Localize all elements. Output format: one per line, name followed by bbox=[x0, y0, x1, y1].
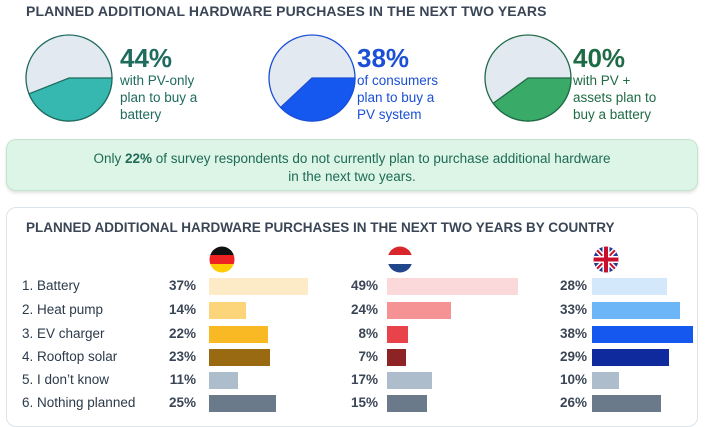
bar bbox=[209, 395, 276, 412]
pie-slice bbox=[28, 77, 113, 122]
bar bbox=[387, 278, 518, 295]
category-label: 2. Heat pump bbox=[22, 302, 104, 317]
stat-value: 44% bbox=[120, 43, 173, 73]
pie-slice bbox=[279, 77, 356, 122]
bar bbox=[387, 349, 406, 366]
value-label: 8% bbox=[358, 326, 378, 341]
stat-line: with PV-only bbox=[120, 73, 195, 88]
value-label: 29% bbox=[559, 349, 587, 364]
stat-line: battery bbox=[120, 107, 162, 122]
stat-line: of consumers bbox=[357, 73, 439, 88]
value-label: 33% bbox=[559, 302, 587, 317]
value-label: 24% bbox=[350, 302, 378, 317]
uk-flag bbox=[593, 246, 619, 273]
bar bbox=[387, 302, 452, 319]
stat-line: with PV + bbox=[573, 73, 631, 88]
value-label: 15% bbox=[350, 395, 378, 410]
stat-value: 40% bbox=[573, 43, 626, 73]
bar bbox=[209, 372, 239, 389]
bar bbox=[592, 326, 694, 343]
category-label: 6. Nothing planned bbox=[22, 395, 136, 410]
stat-text: 44% with PV-only plan to buy a battery bbox=[120, 44, 197, 123]
pie-slice bbox=[492, 77, 572, 122]
bar bbox=[592, 372, 619, 389]
category-label: 1. Battery bbox=[22, 278, 80, 293]
stat-line: assets plan to bbox=[573, 90, 657, 105]
value-label: 37% bbox=[168, 278, 196, 293]
stat-line: plan to buy a bbox=[120, 90, 198, 105]
bar bbox=[209, 326, 268, 343]
netherlands-flag bbox=[387, 246, 413, 273]
stat-value: 38% bbox=[357, 43, 410, 73]
value-label: 11% bbox=[169, 372, 196, 387]
bar bbox=[209, 349, 271, 366]
pie-chart bbox=[484, 34, 572, 122]
bar bbox=[209, 278, 308, 295]
value-label: 7% bbox=[358, 349, 378, 364]
bar bbox=[387, 372, 433, 389]
value-label: 17% bbox=[350, 372, 378, 387]
bar bbox=[592, 395, 662, 412]
germany-flag bbox=[209, 246, 235, 273]
value-label: 26% bbox=[559, 395, 587, 410]
pie-chart bbox=[268, 34, 356, 122]
value-label: 22% bbox=[168, 326, 196, 341]
bar bbox=[387, 326, 409, 343]
bar bbox=[592, 349, 670, 366]
stat-text: 38% of consumers plan to buy a PV system bbox=[357, 44, 438, 123]
bar bbox=[592, 278, 667, 295]
value-label: 28% bbox=[559, 278, 587, 293]
summary-note: Only 22% of survey respondents do not cu… bbox=[6, 139, 698, 191]
value-label: 14% bbox=[168, 302, 196, 317]
bar bbox=[592, 302, 681, 319]
value-label: 23% bbox=[168, 349, 196, 364]
value-label: 10% bbox=[559, 372, 587, 387]
value-label: 25% bbox=[168, 395, 196, 410]
category-label: 3. EV charger bbox=[22, 326, 105, 341]
page-title: PLANNED ADDITIONAL HARDWARE PURCHASES IN… bbox=[26, 3, 547, 19]
stat-text: 40% with PV + assets plan to buy a battery bbox=[573, 44, 656, 123]
value-label: 49% bbox=[350, 278, 378, 293]
chart-title: PLANNED ADDITIONAL HARDWARE PURCHASES IN… bbox=[26, 220, 615, 235]
category-label: 5. I don’t know bbox=[22, 372, 110, 387]
stat-line: PV system bbox=[357, 107, 422, 122]
bar bbox=[209, 302, 247, 319]
stat-line: buy a battery bbox=[573, 107, 652, 122]
category-label: 4. Rooftop solar bbox=[22, 349, 118, 364]
stat-line: plan to buy a bbox=[357, 90, 435, 105]
value-label: 38% bbox=[559, 326, 587, 341]
bar bbox=[387, 395, 428, 412]
pie-chart bbox=[25, 34, 113, 122]
